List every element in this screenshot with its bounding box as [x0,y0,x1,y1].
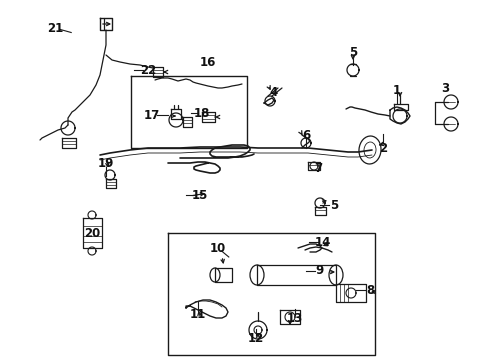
Ellipse shape [249,265,264,285]
Text: 12: 12 [247,332,264,345]
Text: 21: 21 [47,22,63,35]
Text: 3: 3 [440,81,448,95]
Text: 14: 14 [314,235,330,248]
Text: 22: 22 [140,63,156,77]
Text: 17: 17 [143,108,160,122]
Ellipse shape [358,136,380,164]
Text: 16: 16 [200,55,216,68]
Text: 15: 15 [191,189,208,202]
Text: 8: 8 [365,284,373,297]
Text: 19: 19 [98,157,114,170]
Text: 7: 7 [313,162,322,175]
Text: 6: 6 [301,129,309,141]
Text: 4: 4 [269,86,278,99]
Text: 5: 5 [329,198,337,212]
Text: 10: 10 [209,242,225,255]
Text: 11: 11 [189,309,206,321]
Text: 18: 18 [193,107,210,120]
Text: 13: 13 [286,311,303,324]
Text: 20: 20 [84,226,100,239]
Ellipse shape [209,268,220,282]
Ellipse shape [328,265,342,285]
Text: 5: 5 [348,45,356,59]
Text: 9: 9 [315,265,324,278]
Text: 1: 1 [392,84,400,96]
Text: 2: 2 [378,141,386,154]
